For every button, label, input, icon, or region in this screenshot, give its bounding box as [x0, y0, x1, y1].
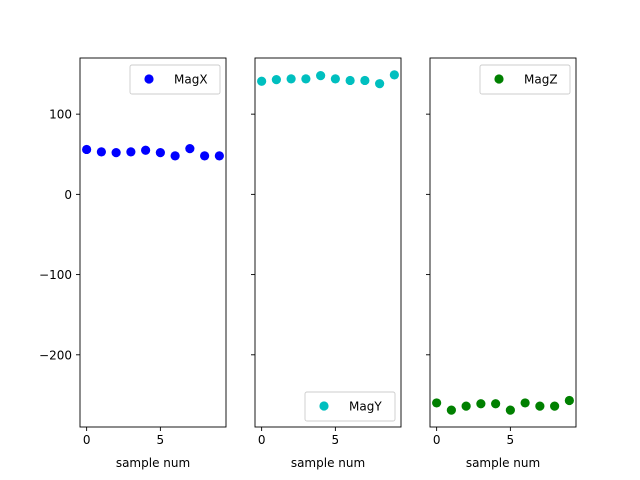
- x-axis-label: sample num: [116, 456, 190, 470]
- axes-frame: [429, 57, 577, 428]
- legend: MagY: [304, 391, 396, 422]
- legend-box: [129, 64, 221, 95]
- legend-label: MagX: [174, 73, 208, 87]
- plot-area: [430, 58, 576, 427]
- data-point: [550, 401, 560, 411]
- x-axis-label: sample num: [466, 456, 540, 470]
- x-tick-label: 0: [83, 433, 91, 447]
- legend: MagX: [129, 64, 221, 95]
- legend-label: MagY: [349, 400, 382, 414]
- y-tick-label: 100: [49, 108, 72, 122]
- plot-area: [255, 58, 401, 427]
- data-point: [446, 405, 456, 415]
- subplot-1: 100 0 −100 −200 0 5 sample num MagX: [39, 57, 227, 470]
- data-point: [432, 398, 442, 408]
- legend-marker: [494, 74, 504, 84]
- data-point: [214, 151, 224, 161]
- x-axis-label: sample num: [291, 456, 365, 470]
- data-point: [141, 145, 151, 155]
- y-tick-label: −100: [39, 268, 72, 282]
- legend-box: [304, 391, 396, 422]
- data-point: [185, 144, 195, 154]
- data-point: [491, 399, 501, 409]
- data-point: [389, 70, 399, 80]
- x-tick-label: 0: [258, 433, 266, 447]
- x-tick-label: 0: [433, 433, 441, 447]
- legend-label: MagZ: [524, 73, 558, 87]
- x-tick-label: 5: [507, 433, 515, 447]
- data-point: [96, 147, 106, 157]
- data-point: [82, 144, 92, 155]
- data-point: [375, 79, 385, 89]
- data-point: [520, 398, 530, 408]
- plot-area: [80, 58, 226, 427]
- data-point: [564, 395, 574, 406]
- data-point: [360, 75, 370, 86]
- subplot-2: 0 5 sample num MagY: [251, 57, 402, 470]
- data-point: [316, 71, 326, 81]
- data-point: [345, 75, 355, 86]
- data-point: [286, 74, 296, 84]
- data-point: [476, 399, 486, 409]
- x-tick-label: 5: [332, 433, 340, 447]
- x-tick-label: 5: [157, 433, 165, 447]
- data-point: [461, 401, 471, 411]
- data-point: [111, 148, 121, 158]
- y-tick-label: 0: [64, 188, 72, 202]
- data-point: [271, 75, 281, 85]
- axes-frame: [79, 57, 227, 428]
- y-tick-label: −200: [39, 348, 72, 362]
- data-point: [535, 401, 545, 411]
- data-point: [200, 151, 210, 161]
- data-point: [505, 405, 515, 415]
- legend-box: [479, 64, 571, 95]
- data-point: [155, 148, 165, 158]
- axes-frame: [254, 57, 402, 428]
- data-point: [257, 76, 267, 86]
- data-point: [126, 147, 136, 157]
- legend-marker: [319, 401, 329, 411]
- data-point: [301, 74, 311, 84]
- legend: MagZ: [479, 64, 571, 95]
- data-point: [170, 151, 180, 161]
- legend-marker: [144, 74, 154, 84]
- subplot-3: 0 5 sample num MagZ: [426, 57, 577, 470]
- data-point: [330, 74, 340, 84]
